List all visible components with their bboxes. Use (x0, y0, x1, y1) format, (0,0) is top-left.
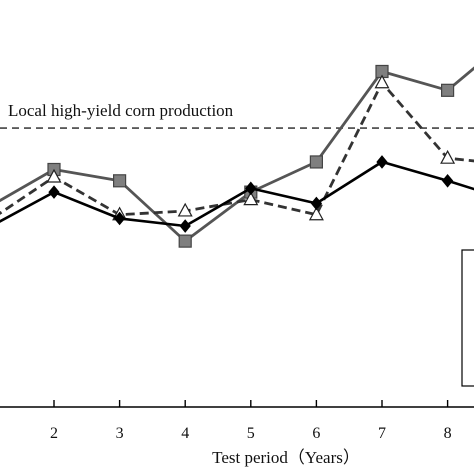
marker-triangle-5 (243, 191, 259, 206)
marker-square-6 (309, 155, 323, 169)
marker-triangle-7 (374, 74, 390, 89)
marker-diamond-3 (113, 211, 126, 226)
x-tick-label-6: 6 (312, 425, 320, 442)
marker-diamond-8 (441, 174, 454, 188)
series-square (0, 64, 474, 248)
x-axis-title: Test period（Years） (212, 448, 360, 467)
legend-box (461, 249, 474, 387)
x-ticks: 2 3 4 5 6 7 8 (50, 400, 452, 442)
marker-triangle-4 (177, 202, 193, 217)
axes-group: 2 3 4 5 6 7 8 Test period（Years） (0, 400, 474, 467)
marker-triangle-8 (440, 149, 456, 164)
x-tick-label-8: 8 (444, 425, 452, 442)
x-tick-label-3: 3 (116, 425, 124, 442)
marker-diamond-4 (179, 219, 191, 233)
x-tick-label-7: 7 (378, 425, 386, 442)
series-line-diamond (0, 160, 474, 228)
x-tick-label-2: 2 (50, 425, 58, 442)
series-line-square (0, 66, 474, 243)
marker-diamond-2 (48, 185, 60, 199)
x-tick-label-5: 5 (247, 425, 255, 442)
marker-square-3 (112, 174, 127, 188)
marker-diamond-5 (245, 181, 257, 196)
marker-square-4 (178, 234, 192, 248)
marker-diamond-6 (310, 196, 323, 211)
reference-line-label: Local high-yield corn production (8, 101, 234, 120)
marker-triangle-2 (46, 168, 62, 183)
reference-line-group: Local high-yield corn production (0, 101, 474, 129)
marker-triangle-6 (308, 206, 324, 221)
series-group (0, 64, 474, 248)
x-tick-label-4: 4 (181, 425, 189, 442)
marker-diamond-7 (376, 155, 388, 169)
marker-square-8 (441, 83, 455, 97)
series-diamond (0, 155, 474, 233)
